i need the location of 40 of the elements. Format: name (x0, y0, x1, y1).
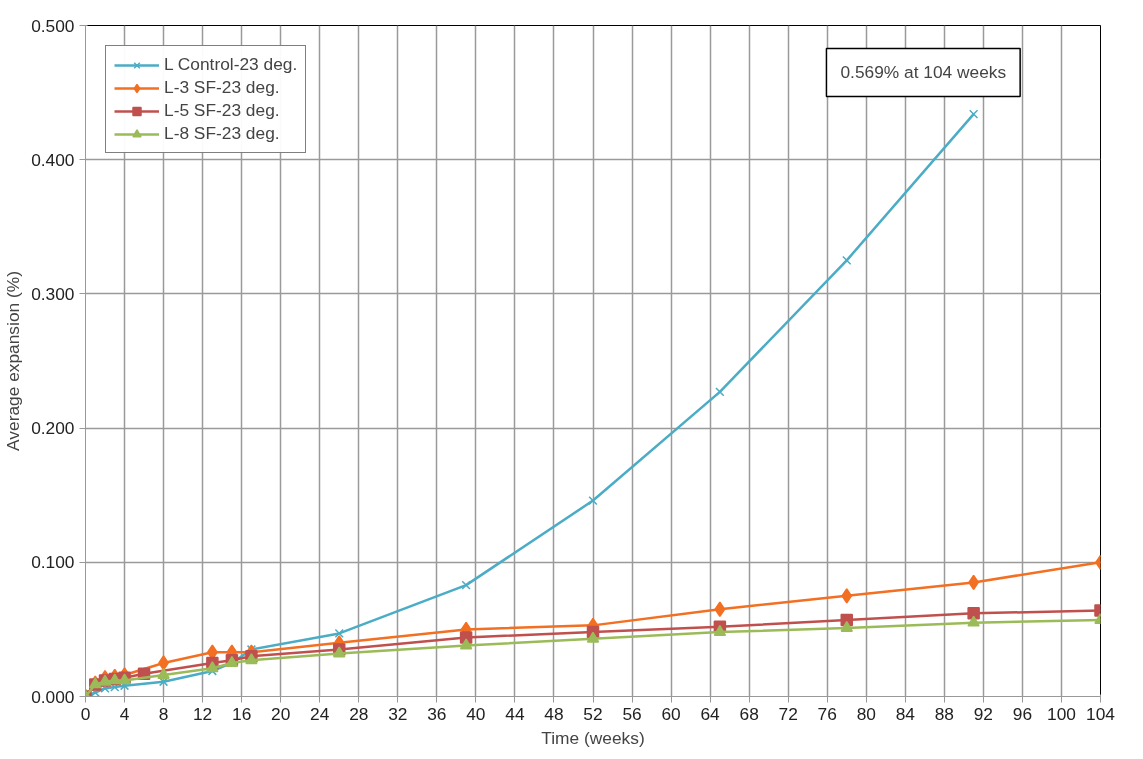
legend-label: L Control-23 deg. (164, 54, 298, 75)
x-tick-label: 56 (622, 703, 642, 724)
x-tick-label: 28 (349, 703, 369, 724)
y-tick-label: 0.200 (31, 418, 75, 439)
x-tick-label: 88 (934, 703, 954, 724)
x-tick-label: 24 (310, 703, 330, 724)
x-tick-label: 84 (895, 703, 916, 724)
y-tick-label: 0.100 (31, 552, 75, 573)
x-axis-title: Time (weeks) (541, 727, 645, 748)
x-tick-label: 12 (192, 703, 213, 724)
y-axis-title: Average expansion (%) (3, 271, 24, 451)
x-tick-label: 68 (739, 703, 759, 724)
y-tick-label: 0.400 (31, 149, 75, 170)
x-tick-label: 44 (505, 703, 525, 724)
annotation: 0.569% at 104 weeks (840, 62, 1007, 83)
y-tick-label: 0.000 (31, 686, 75, 707)
x-tick-label: 104 (1086, 703, 1116, 724)
x-tick-label: 16 (232, 703, 252, 724)
x-tick-label: 4 (119, 703, 130, 724)
y-tick-label: 0.300 (31, 283, 75, 304)
x-tick-label: 20 (271, 703, 291, 724)
x-tick-label: 0 (80, 703, 91, 724)
legend-label: L-8 SF-23 deg. (164, 123, 280, 144)
x-tick-label: 48 (544, 703, 564, 724)
legend-label: L-5 SF-23 deg. (164, 100, 280, 121)
x-tick-label: 92 (973, 703, 994, 724)
x-tick-label: 72 (778, 703, 798, 724)
x-tick-label: 64 (700, 703, 721, 724)
x-tick-label: 32 (388, 703, 408, 724)
y-tick-label: 0.500 (31, 15, 75, 36)
x-tick-label: 8 (158, 703, 169, 724)
legend-label: L-3 SF-23 deg. (164, 77, 280, 98)
x-tick-label: 40 (466, 703, 486, 724)
x-tick-label: 36 (427, 703, 447, 724)
x-tick-label: 100 (1047, 703, 1076, 724)
x-tick-label: 96 (1012, 703, 1033, 724)
x-tick-label: 80 (856, 703, 876, 724)
x-tick-label: 76 (817, 703, 837, 724)
x-tick-label: 60 (661, 703, 681, 724)
x-tick-label: 52 (583, 703, 603, 724)
